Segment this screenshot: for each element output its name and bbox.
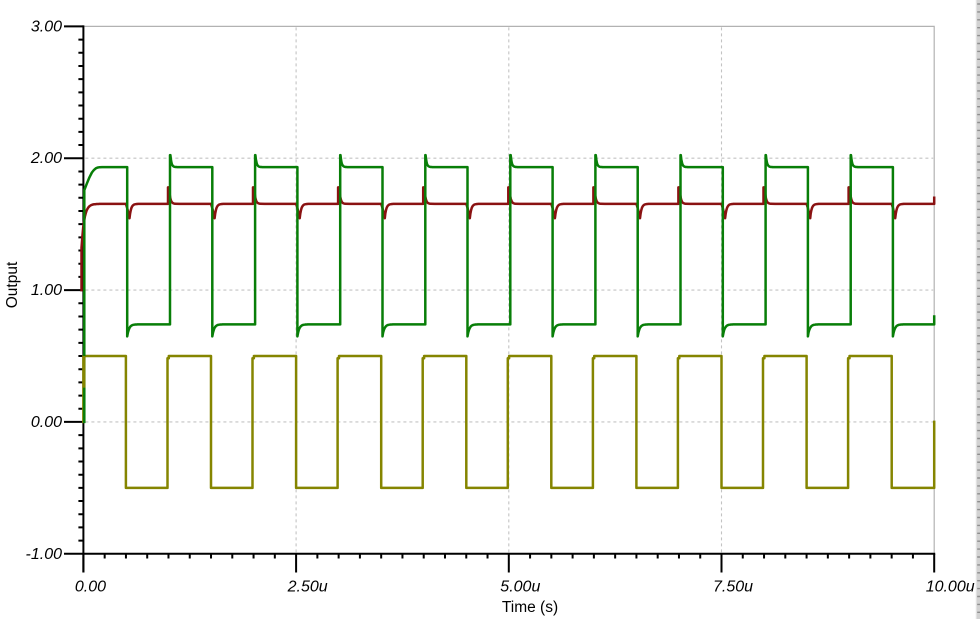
svg-text:2.00: 2.00	[30, 150, 62, 167]
svg-text:3.00: 3.00	[31, 18, 62, 35]
svg-text:0.00: 0.00	[31, 414, 62, 431]
svg-text:Output: Output	[4, 261, 21, 308]
svg-text:0.00: 0.00	[75, 579, 106, 596]
svg-text:2.50u: 2.50u	[287, 579, 328, 596]
svg-text:-1.00: -1.00	[26, 546, 63, 563]
svg-text:10.00u: 10.00u	[926, 579, 975, 596]
svg-text:5.00u: 5.00u	[500, 579, 540, 596]
svg-text:1.00: 1.00	[31, 282, 62, 299]
svg-text:Time (s): Time (s)	[502, 599, 558, 616]
svg-text:7.50u: 7.50u	[713, 579, 753, 596]
